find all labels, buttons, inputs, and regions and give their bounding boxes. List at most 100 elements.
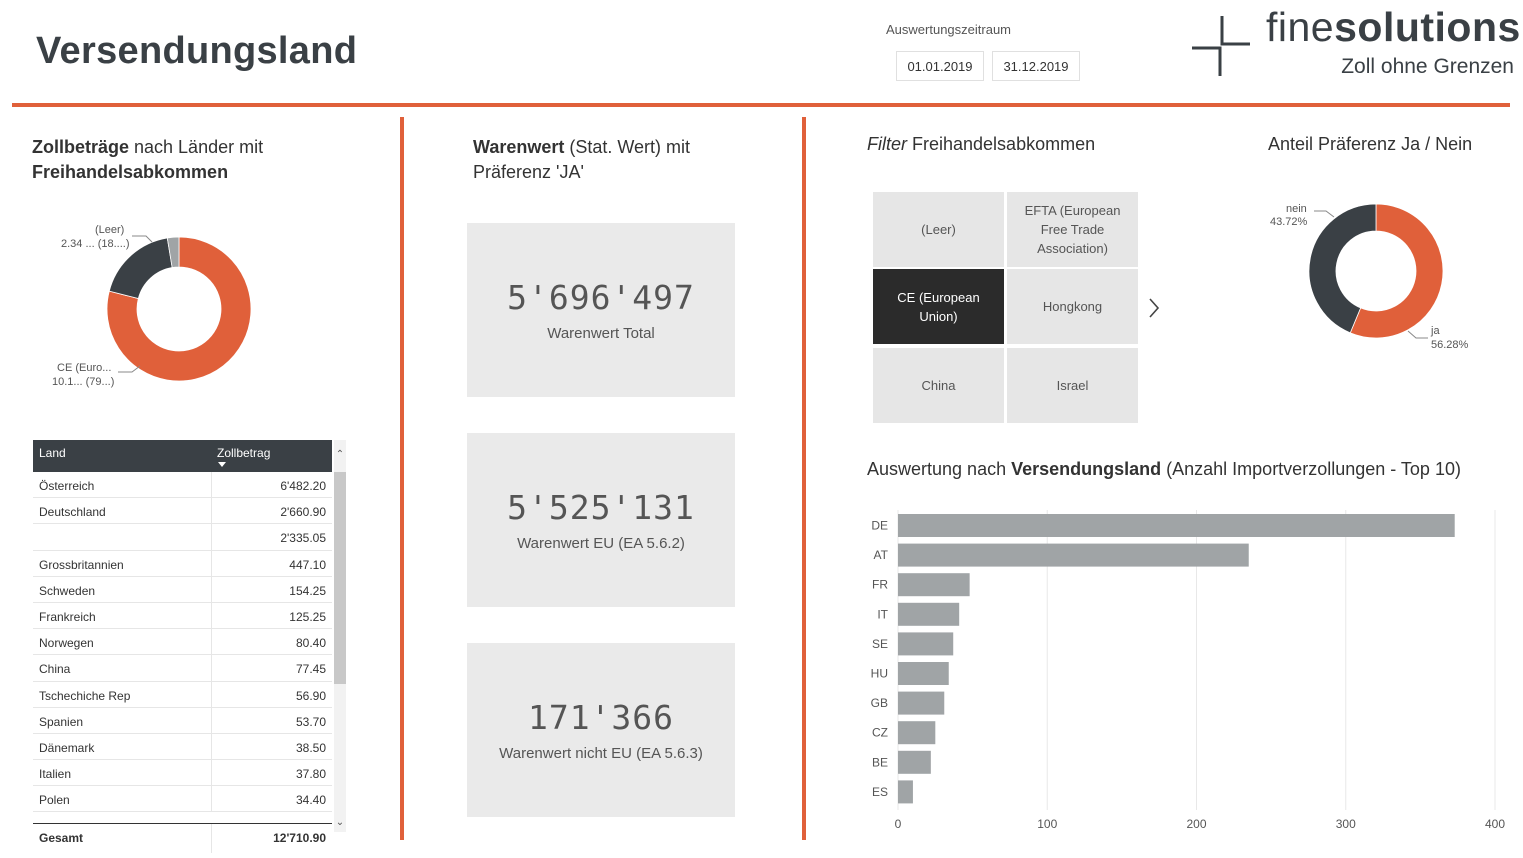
cell-land (33, 524, 212, 550)
cell-land: Spanien (33, 707, 212, 733)
category-label: IT (877, 607, 888, 621)
category-label: GB (871, 696, 888, 710)
cell-land: Italien (33, 760, 212, 786)
table-row[interactable]: Dänemark 38.50 (33, 733, 332, 761)
cell-zollbetrag: 6'482.20 (280, 479, 326, 493)
pref-donut-chart[interactable] (1300, 195, 1452, 347)
bar-se[interactable] (898, 632, 954, 656)
cell-zollbetrag: 38.50 (295, 740, 326, 755)
kpi-card-warenwert-eu: 5'525'131 Warenwert EU (EA 5.6.2) (467, 433, 735, 607)
donut-slice-nein[interactable] (1308, 203, 1377, 334)
bar-gb[interactable] (898, 691, 945, 715)
pref-label-nein-value: 43.72% (1270, 216, 1308, 228)
bar-hu[interactable] (898, 662, 949, 685)
donut-label-ce-name: CE (Euro... (57, 362, 112, 374)
bar-be[interactable] (898, 750, 931, 774)
bar-cz[interactable] (898, 721, 936, 745)
table-row[interactable]: Tschechiche Rep 56.90 (33, 681, 332, 708)
category-label: SE (872, 637, 888, 651)
kpi-label: Warenwert EU (EA 5.6.2) (517, 535, 685, 552)
cell-zollbetrag: 154.25 (289, 583, 326, 598)
cell-zollbetrag: 56.90 (295, 688, 326, 703)
cell-zollbetrag: 447.10 (289, 557, 326, 572)
x-tick-label: 300 (1336, 817, 1356, 831)
date-from-input[interactable]: 01.01.2019 (896, 51, 984, 81)
category-label: HU (871, 667, 888, 681)
bar-at[interactable] (898, 543, 1249, 567)
cell-land: Schweden (33, 576, 212, 602)
table-total-row: Gesamt 12'710.90 (33, 823, 332, 853)
cell-zollbetrag: 2'335.05 (280, 531, 326, 546)
x-tick-label: 0 (895, 817, 902, 831)
category-label: DE (871, 519, 888, 533)
table-body: Österreich 6'482.20 Deutschland 2'660.90 2'3… (33, 472, 332, 813)
header-divider (12, 103, 1510, 107)
table-row[interactable]: Österreich 6'482.20 (33, 472, 332, 499)
zoll-table: Land Zollbetrag Österreich 6'482.20 Deutsc… (33, 440, 332, 813)
cell-land: Deutschland (33, 498, 212, 524)
cell-zollbetrag: 125.25 (289, 609, 326, 624)
table-scroll-thumb[interactable] (334, 472, 346, 684)
table-header: Land Zollbetrag (33, 440, 332, 472)
table-row[interactable]: Deutschland 2'660.90 (33, 498, 332, 525)
slicer-tile-ce[interactable]: CE (European Union) (873, 269, 1004, 344)
column-divider-left (400, 117, 404, 840)
kpi-value: 171'366 (527, 698, 675, 737)
x-tick-label: 100 (1037, 817, 1057, 831)
cell-land: Polen (33, 786, 212, 812)
col-header-land[interactable]: Land (39, 446, 66, 460)
pref-label-ja-value: 56.28% (1431, 339, 1469, 351)
pref-donut-leaders (1314, 210, 1428, 339)
donut-slice-other[interactable] (166, 236, 180, 269)
bar-es[interactable] (898, 780, 913, 804)
slicer-tile-efta[interactable]: EFTA (European Free Trade Association) (1007, 192, 1138, 267)
filter-title: Filter Freihandelsabkommen (867, 134, 1096, 154)
sort-desc-icon (218, 462, 226, 467)
col-header-zollbetrag[interactable]: Zollbetrag (213, 440, 332, 472)
zoll-chart-title: Zollbeträge nach Länder mit Freihandelsa… (32, 137, 264, 182)
zoll-donut-chart[interactable] (90, 220, 270, 400)
logo-icon (1192, 16, 1250, 76)
kpi-value: 5'696'497 (507, 278, 695, 317)
cell-zollbetrag: 77.45 (295, 662, 326, 677)
cell-land: Dänemark (33, 733, 212, 760)
cell-land: Österreich (33, 472, 212, 498)
kpi-card-warenwert-total: 5'696'497 Warenwert Total (467, 223, 735, 397)
scroll-up-icon[interactable]: ⌃ (335, 449, 345, 460)
slicer-tile-hongkong[interactable]: Hongkong (1007, 269, 1138, 344)
donut-slice-ja[interactable] (1349, 203, 1444, 339)
cell-zollbetrag: 53.70 (295, 714, 326, 729)
pref-label-nein-name: nein (1286, 203, 1307, 215)
table-row[interactable]: Spanien 53.70 (33, 707, 332, 734)
kpi-label: Warenwert nicht EU (EA 5.6.3) (499, 745, 703, 762)
kpi-card-warenwert-nicht-eu: 171'366 Warenwert nicht EU (EA 5.6.3) (467, 643, 735, 817)
table-row[interactable]: China 77.45 (33, 655, 332, 682)
kpi-label: Warenwert Total (547, 325, 655, 342)
slicer-tile-china[interactable]: China (873, 348, 1004, 423)
bar-fr[interactable] (898, 573, 970, 597)
table-row[interactable]: Norwegen 80.40 (33, 629, 332, 656)
donut-slice-ce-euro[interactable] (106, 236, 252, 382)
table-row[interactable]: Italien 37.80 (33, 760, 332, 787)
cell-zollbetrag: 34.40 (295, 793, 326, 808)
date-to-input[interactable]: 31.12.2019 (992, 51, 1080, 81)
slicer-tile-leer[interactable]: (Leer) (873, 192, 1004, 267)
slicer-tile-israel[interactable]: Israel (1007, 348, 1138, 423)
bar-it[interactable] (898, 602, 960, 626)
page-title: Versendungsland (36, 30, 358, 72)
total-label: Gesamt (33, 824, 212, 853)
versendungsland-bar-chart: DE AT FR IT SE HU GB CZ BE ES 0 100 200 300 400 (871, 510, 1505, 831)
table-row[interactable]: 2'335.05 (33, 524, 332, 551)
category-label: FR (872, 578, 888, 592)
table-row[interactable]: Grossbritannien 447.10 (33, 550, 332, 577)
table-row[interactable]: Frankreich 125.25 (33, 602, 332, 630)
table-row[interactable]: Polen 34.40 (33, 786, 332, 813)
chevron-right-icon[interactable] (1146, 296, 1162, 320)
cell-land: Grossbritannien (33, 550, 212, 576)
cell-zollbetrag: 80.40 (295, 636, 326, 651)
table-row[interactable]: Schweden 154.25 (33, 576, 332, 603)
bar-de[interactable] (898, 514, 1455, 537)
donut-label-ce-value: 10.1... (79...) (52, 376, 115, 388)
scroll-down-icon[interactable]: ⌄ (335, 817, 345, 828)
category-label: ES (872, 785, 888, 799)
